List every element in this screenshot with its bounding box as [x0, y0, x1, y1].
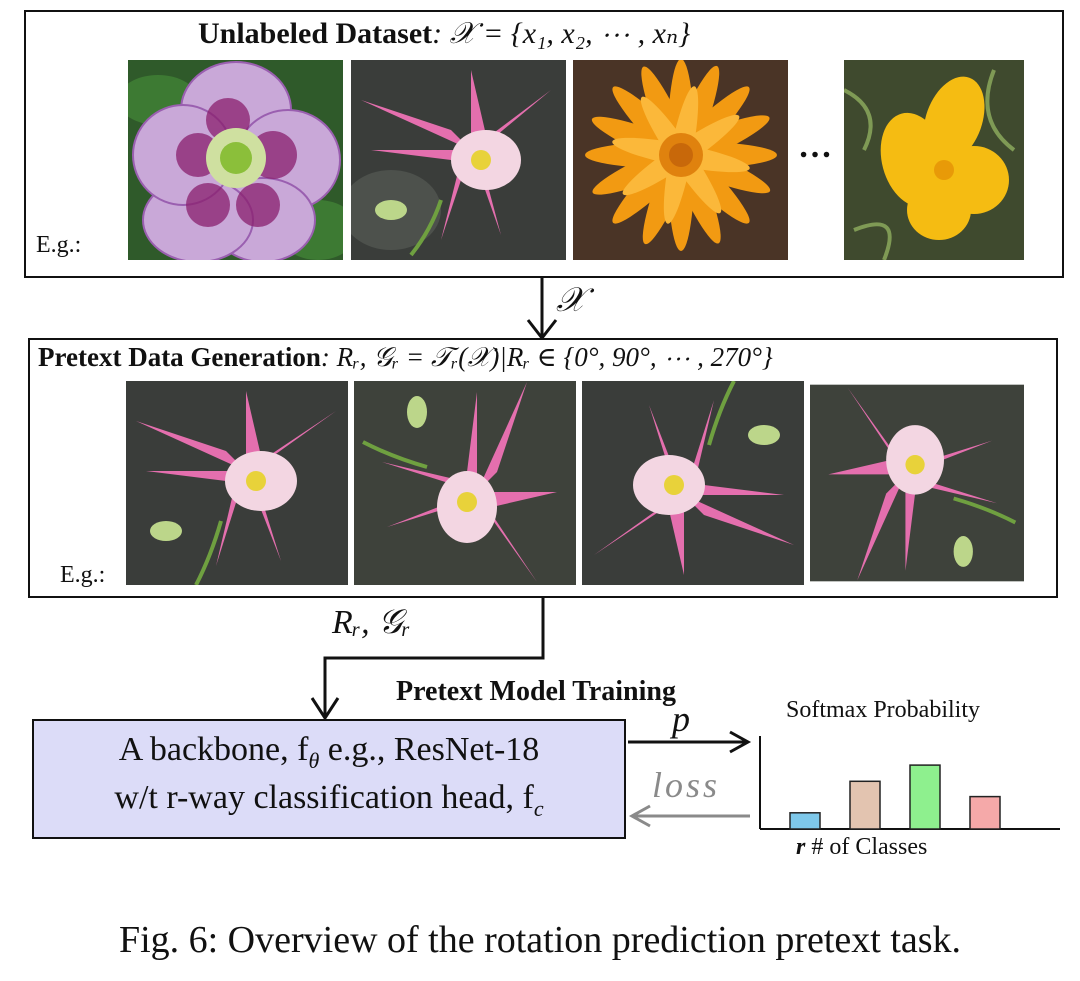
softmax-bar-3	[909, 764, 941, 830]
backbone-line1-rest: e.g., ResNet-18	[319, 731, 540, 768]
arrow1-label: 𝒳	[556, 282, 586, 319]
rotated-image-0deg	[126, 381, 348, 585]
rotated-image-180deg	[582, 381, 804, 585]
softmax-bar-chart	[759, 736, 1060, 830]
softmax-bar-4	[969, 795, 1001, 830]
pretext-data-title: Pretext Data Generation: Rᵣ, 𝒢ᵣ = 𝒯ᵣ(𝒳)|…	[38, 342, 773, 374]
backbone-c: c	[533, 795, 544, 821]
backbone-theta: θ	[308, 747, 320, 773]
pretext-training-title: Pretext Model Training	[396, 676, 676, 707]
figure-caption: Fig. 6: Overview of the rotation predict…	[118, 919, 962, 961]
dataset-eg-label: E.g.:	[36, 232, 82, 258]
loss-label: loss	[652, 765, 721, 805]
rotated-image-270deg	[810, 381, 1024, 585]
p-label: p	[672, 699, 690, 739]
pretext-data-formula: : Rᵣ, 𝒢ᵣ = 𝒯ᵣ(𝒳)|Rᵣ ∈ {0°, 90°, ⋯ , 270°…	[320, 342, 773, 372]
arrow-pretext-to-backbone	[310, 598, 545, 720]
unlabeled-dataset-title: Unlabeled Dataset: 𝒳 = {x₁, x₂, ⋯ , xₙ}	[198, 16, 690, 51]
softmax-title: Softmax Probability	[786, 697, 980, 723]
prediction-arrow	[628, 730, 752, 754]
pretext-data-title-bold: Pretext Data Generation	[38, 342, 321, 372]
unlabeled-dataset-title-bold: Unlabeled Dataset	[198, 17, 433, 50]
dataset-image-columbine	[351, 60, 566, 260]
backbone-line1: A backbone, fθ e.g., ResNet-18	[34, 731, 624, 774]
dataset-image-calendula	[573, 60, 788, 260]
backbone-line1-text: A backbone, f	[118, 731, 309, 768]
softmax-bar-1	[789, 812, 821, 830]
softmax-xlabel-text: # of Classes	[805, 834, 928, 860]
softmax-bar-2	[849, 780, 881, 830]
softmax-xlabel-r: r	[796, 834, 806, 860]
dataset-ellipsis: …	[798, 128, 834, 165]
dataset-image-hellebore	[128, 60, 343, 260]
pretext-eg-label: E.g.:	[60, 562, 106, 588]
arrow2-label: Rᵣ, 𝒢ᵣ	[332, 604, 411, 641]
loss-arrow	[628, 804, 750, 828]
rotated-image-90deg	[354, 381, 576, 585]
backbone-line2-text: w/t r-way classification head, f	[114, 779, 534, 816]
backbone-box: A backbone, fθ e.g., ResNet-18 w/t r-way…	[32, 719, 626, 839]
unlabeled-dataset-formula: : 𝒳 = {x₁, x₂, ⋯ , xₙ}	[432, 17, 691, 50]
dataset-image-poppy	[844, 60, 1024, 260]
backbone-line2: w/t r-way classification head, fc	[34, 779, 624, 822]
softmax-xlabel: r # of Classes	[796, 834, 927, 861]
